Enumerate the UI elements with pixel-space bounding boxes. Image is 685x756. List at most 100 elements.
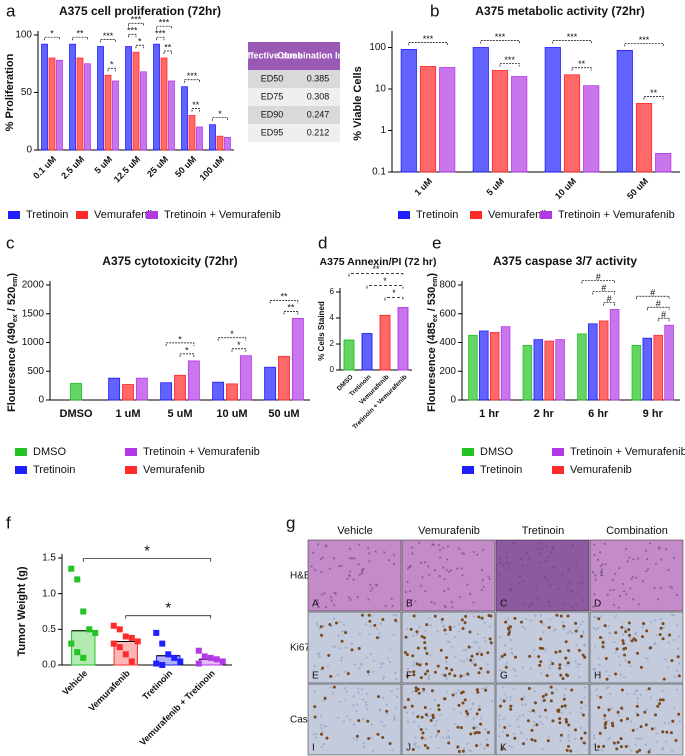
cell-texture: [636, 701, 639, 704]
cell-texture: [635, 711, 638, 714]
significance-label: *: [178, 334, 182, 344]
stained-cell: [405, 653, 409, 657]
cell-texture: [665, 548, 668, 551]
bar: [41, 43, 48, 151]
cell-texture: [424, 728, 428, 731]
stained-cell: [502, 699, 506, 703]
stained-cell: [416, 715, 420, 719]
cell-texture: [508, 744, 511, 748]
cell-texture: [467, 749, 471, 752]
cell-texture: [406, 567, 410, 570]
stained-cell: [647, 750, 651, 754]
stained-cell: [650, 727, 654, 731]
stained-cell: [417, 691, 421, 695]
stained-cell: [620, 688, 624, 692]
bar: [291, 317, 304, 401]
cell-texture: [443, 577, 446, 581]
cell-texture: [316, 602, 320, 605]
table-row-bg: [248, 106, 340, 124]
bar: [264, 366, 277, 401]
significance-bracket: [128, 33, 137, 38]
stained-cell: [464, 709, 468, 713]
cell-texture: [371, 614, 374, 618]
image-letter: J: [406, 743, 411, 754]
cell-texture: [367, 598, 370, 601]
significance-label: *: [392, 288, 396, 298]
stained-cell: [639, 725, 643, 729]
stained-cell: [423, 743, 427, 747]
panel-label: e: [432, 233, 441, 252]
stained-cell: [313, 715, 317, 719]
cell-texture: [392, 633, 395, 636]
cell-texture: [371, 750, 374, 753]
stained-cell: [394, 618, 398, 622]
cell-texture: [564, 687, 567, 690]
stained-cell: [321, 666, 325, 670]
cell-texture: [538, 552, 541, 555]
significance-bracket: [384, 297, 404, 301]
table-cell: 0.308: [307, 91, 330, 101]
cell-texture: [569, 629, 572, 632]
bar: [379, 314, 391, 371]
cell-texture: [521, 703, 524, 706]
cell-texture: [352, 704, 355, 707]
cell-texture: [525, 617, 528, 621]
cell-texture: [551, 545, 554, 549]
cell-texture: [418, 625, 421, 629]
stained-cell: [526, 719, 530, 723]
x-tick-label: Vemurafenib: [87, 668, 133, 714]
cell-texture: [412, 712, 415, 715]
cell-texture: [312, 733, 315, 736]
stained-cell: [367, 736, 371, 740]
cell-texture: [435, 720, 438, 723]
stained-cell: [604, 657, 608, 661]
significance-bracket: [217, 337, 247, 341]
bar: [224, 136, 231, 151]
cell-texture: [623, 676, 626, 679]
cell-texture: [478, 704, 481, 707]
bar: [479, 330, 489, 401]
cell-texture: [571, 632, 574, 635]
cell-texture: [595, 688, 598, 691]
bar: [135, 377, 148, 401]
stained-cell: [388, 742, 392, 746]
y-tick-label: 400: [439, 337, 456, 348]
stained-cell: [456, 745, 460, 749]
cell-texture: [641, 625, 644, 629]
cell-texture: [414, 745, 417, 748]
cell-texture: [424, 737, 427, 740]
stained-cell: [375, 636, 379, 640]
cell-texture: [562, 628, 565, 631]
cell-texture: [428, 573, 431, 576]
panel-label: d: [318, 233, 327, 252]
table-cell: 0.385: [307, 73, 330, 83]
cell-texture: [369, 583, 372, 587]
cell-texture: [481, 687, 484, 691]
cell-texture: [568, 581, 571, 585]
data-point: [80, 608, 87, 615]
stained-cell: [565, 673, 569, 677]
cell-texture: [420, 561, 423, 564]
stained-cell: [620, 706, 624, 710]
cell-texture: [574, 660, 577, 663]
cell-texture: [405, 711, 408, 714]
chart-title: A375 metabolic activity (72hr): [475, 4, 644, 18]
cell-texture: [609, 589, 612, 592]
y-tick-label: 600: [439, 308, 456, 319]
bar: [439, 67, 456, 173]
cell-texture: [614, 651, 617, 654]
chart-title: A375 caspase 3/7 activity: [493, 254, 637, 268]
stained-cell: [500, 655, 504, 659]
cell-texture: [393, 715, 396, 718]
stained-cell: [614, 672, 618, 676]
cell-texture: [659, 558, 663, 561]
y-axis-label: % Proliferation: [4, 53, 16, 131]
cell-texture: [490, 700, 493, 703]
cell-texture: [626, 560, 629, 563]
cell-texture: [571, 590, 574, 593]
y-axis-label: Flouresence (490ex / 520em): [6, 273, 19, 412]
cell-texture: [601, 748, 604, 752]
cell-texture: [362, 698, 365, 701]
image-letter: A: [312, 599, 319, 610]
stained-cell: [601, 640, 605, 644]
